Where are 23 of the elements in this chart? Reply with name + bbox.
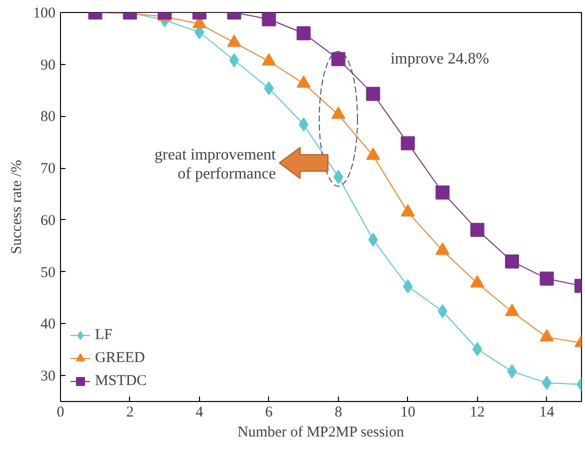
x-tick-label: 2: [126, 404, 134, 420]
y-tick-label: 40: [40, 316, 56, 333]
x-tick-label: 12: [470, 404, 485, 420]
legend-label: LF: [95, 326, 114, 344]
x-tick-label: 0: [56, 404, 64, 420]
x-tick-label: 8: [334, 404, 342, 420]
x-axis-title: Number of MP2MP session: [237, 424, 404, 440]
y-axis-title: Success rate /%: [9, 160, 25, 254]
y-tick-label: 70: [40, 161, 56, 178]
x-tick-label: 10: [400, 404, 416, 420]
y-tick-label: 90: [40, 57, 56, 74]
y-tick-label: 30: [40, 368, 56, 385]
annotation: improve 24.8%: [390, 50, 490, 68]
y-tick-label: 80: [40, 109, 56, 126]
y-tick-label: 100: [33, 6, 56, 22]
x-tick-label: 4: [196, 404, 204, 420]
y-tick-label: 60: [40, 212, 56, 229]
x-tick-label: 6: [265, 404, 274, 420]
x-tick-label: 14: [539, 404, 555, 420]
y-tick-label: 50: [40, 264, 56, 281]
legend-label: GREED: [95, 350, 145, 366]
legend-label: MSTDC: [95, 372, 147, 390]
annotation: great improvement of performance: [154, 146, 276, 182]
